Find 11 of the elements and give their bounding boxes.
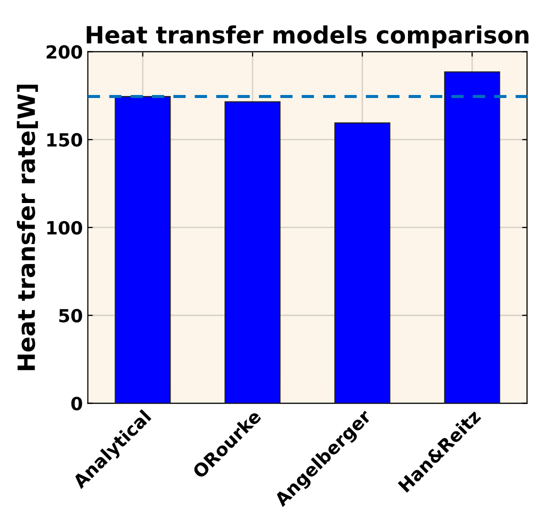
bar: [334, 122, 390, 404]
y-tick-label: 0: [71, 396, 82, 410]
chart-title: Heat transfer models comparison: [86, 25, 528, 48]
y-tick-label: 200: [46, 45, 82, 59]
bar: [444, 71, 500, 404]
bar: [224, 101, 281, 404]
y-axis-title: Heat transfer rate[W]: [16, 84, 38, 370]
y-tick-label: 100: [47, 220, 82, 235]
y-tick-label: 50: [59, 308, 82, 322]
y-tick-label: 150: [47, 133, 82, 147]
bar: [114, 96, 171, 404]
